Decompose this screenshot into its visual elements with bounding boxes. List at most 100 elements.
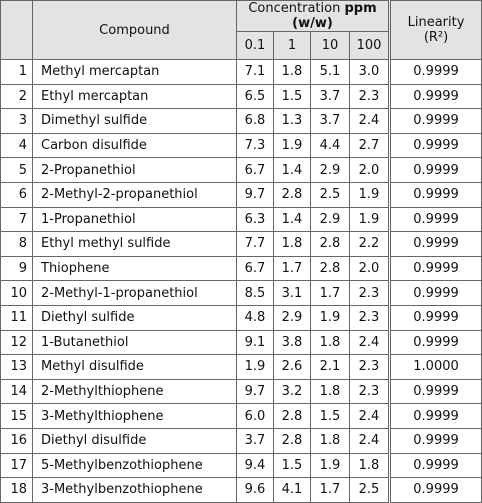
table-cell: 1.0000 <box>388 354 482 380</box>
table-cell: 7.7 <box>236 231 274 257</box>
table-body: 1 Methyl mercaptan 7.1 1.8 5.1 3.0 0.9999 2 Ethy… <box>0 59 482 503</box>
table-cell: 1.7 <box>310 280 350 306</box>
table-cell: 7 <box>0 206 33 233</box>
header-cell: 100 <box>348 31 391 60</box>
table-row: 13 Methyl disulfide 1.9 2.6 2.1 2.3 1.0000 <box>0 354 482 380</box>
table-cell: 6.0 <box>236 403 274 429</box>
table-cell: 0.9999 <box>388 427 482 454</box>
table-cell: 7.1 <box>236 59 274 85</box>
table-cell: 2.5 <box>310 181 350 208</box>
header-text: Concentration <box>248 1 341 16</box>
table-cell: 0.9999 <box>388 378 482 405</box>
table-cell: 1.3 <box>273 108 311 134</box>
table-cell: 1-Butanethiol <box>32 329 237 356</box>
table-cell: 2-Methylthiophene <box>32 378 237 405</box>
table-cell: 0.9999 <box>388 206 482 233</box>
table-cell: 9.1 <box>236 329 274 356</box>
table-cell: 1-Propanethiol <box>32 206 237 233</box>
table-cell: 1.8 <box>273 59 311 85</box>
table-cell: Ethyl mercaptan <box>32 83 237 110</box>
table-cell: 1.4 <box>273 206 311 233</box>
table-cell: 2-Propanethiol <box>32 157 237 183</box>
table-cell: 1 <box>0 59 33 85</box>
table-cell: 0.9999 <box>388 477 482 503</box>
table-cell: 0.9999 <box>388 59 482 85</box>
table-cell: 2.2 <box>348 231 391 257</box>
table-cell: 6.8 <box>236 108 274 134</box>
table-row: 8 Ethyl methyl sulfide 7.7 1.8 2.8 2.2 0.9999 <box>0 231 482 257</box>
table-cell: 6.3 <box>236 206 274 233</box>
table-cell: 18 <box>0 477 33 503</box>
table-cell: 3-Methylbenzothiophene <box>32 477 237 503</box>
table-cell: 4.4 <box>310 132 350 159</box>
table-cell: 1.7 <box>273 255 311 282</box>
table-cell: 8 <box>0 231 33 257</box>
table-cell: 2.4 <box>348 329 391 356</box>
table-cell: 12 <box>0 329 33 356</box>
table-row: 10 2-Methyl-1-propanethiol 8.5 3.1 1.7 2.3 0.9… <box>0 280 482 306</box>
table-cell: 3 <box>0 108 33 134</box>
table-cell: 9.7 <box>236 181 274 208</box>
table-cell: Diethyl sulfide <box>32 304 237 331</box>
table-cell: 9.6 <box>236 477 274 503</box>
table-cell: 5-Methylbenzothiophene <box>32 452 237 479</box>
table-cell: 2.4 <box>348 108 391 134</box>
table-cell: 6 <box>0 181 33 208</box>
table-cell: 2.0 <box>348 157 391 183</box>
table-cell: 0.9999 <box>388 280 482 306</box>
header-cell: Linearity (R²) <box>388 0 482 60</box>
table-cell: 2.8 <box>273 427 311 454</box>
table-cell: 14 <box>0 378 33 405</box>
table-cell: 2.7 <box>348 132 391 159</box>
header-cell <box>0 0 33 60</box>
table-cell: 3.8 <box>273 329 311 356</box>
table-cell: 1.9 <box>236 354 274 380</box>
table-cell: 4.1 <box>273 477 311 503</box>
table-cell: Carbon disulfide <box>32 132 237 159</box>
table-cell: 2.3 <box>348 280 391 306</box>
table-cell: 9 <box>0 255 33 282</box>
table-cell: 0.9999 <box>388 157 482 183</box>
table-cell: 1.8 <box>310 329 350 356</box>
table-cell: Methyl mercaptan <box>32 59 237 85</box>
table-row: 6 2-Methyl-2-propanethiol 9.7 2.8 2.5 1.9 0.99… <box>0 181 482 208</box>
table-cell: 1.7 <box>310 477 350 503</box>
header-cell: Concentration ppm (w/w) <box>235 0 391 32</box>
table-cell: 2 <box>0 83 33 110</box>
header-cell: 0.1 <box>236 31 274 60</box>
table-cell: 0.9999 <box>388 452 482 479</box>
table-cell: 2.3 <box>348 378 391 405</box>
table-cell: Ethyl methyl sulfide <box>32 231 237 257</box>
table-cell: 2.8 <box>273 403 311 429</box>
table-cell: 2.9 <box>310 157 350 183</box>
table-cell: 9.7 <box>236 378 274 405</box>
header-cell: Compound <box>32 0 237 60</box>
table-cell: Dimethyl sulfide <box>32 108 237 134</box>
table-cell: 16 <box>0 427 33 454</box>
table-cell: 0.9999 <box>388 304 482 331</box>
table-cell: 0.9999 <box>388 181 482 208</box>
table-row: 15 3-Methylthiophene 6.0 2.8 1.5 2.4 0.9999 <box>0 403 482 429</box>
table-cell: 2-Methyl-2-propanethiol <box>32 181 237 208</box>
table-cell: 2.8 <box>273 181 311 208</box>
table-cell: 0.9999 <box>388 83 482 110</box>
table-cell: 2.4 <box>348 403 391 429</box>
table-cell: Methyl disulfide <box>32 354 237 380</box>
table-cell: 10 <box>0 280 33 306</box>
table-cell: 3.7 <box>310 83 350 110</box>
table-cell: 0.9999 <box>388 403 482 429</box>
table-cell: 2.1 <box>310 354 350 380</box>
table-cell: 1.5 <box>273 452 311 479</box>
table-cell: 5 <box>0 157 33 183</box>
table-row: 5 2-Propanethiol 6.7 1.4 2.9 2.0 0.9999 <box>0 157 482 183</box>
table-row: 12 1-Butanethiol 9.1 3.8 1.8 2.4 0.9999 <box>0 329 482 356</box>
table-cell: 1.8 <box>310 427 350 454</box>
table-cell: 2.8 <box>310 231 350 257</box>
table-cell: 1.9 <box>348 181 391 208</box>
table-cell: 2.9 <box>273 304 311 331</box>
table-cell: 1.9 <box>273 132 311 159</box>
table-cell: 5.1 <box>310 59 350 85</box>
table-cell: 2.3 <box>348 354 391 380</box>
table-cell: 9.4 <box>236 452 274 479</box>
